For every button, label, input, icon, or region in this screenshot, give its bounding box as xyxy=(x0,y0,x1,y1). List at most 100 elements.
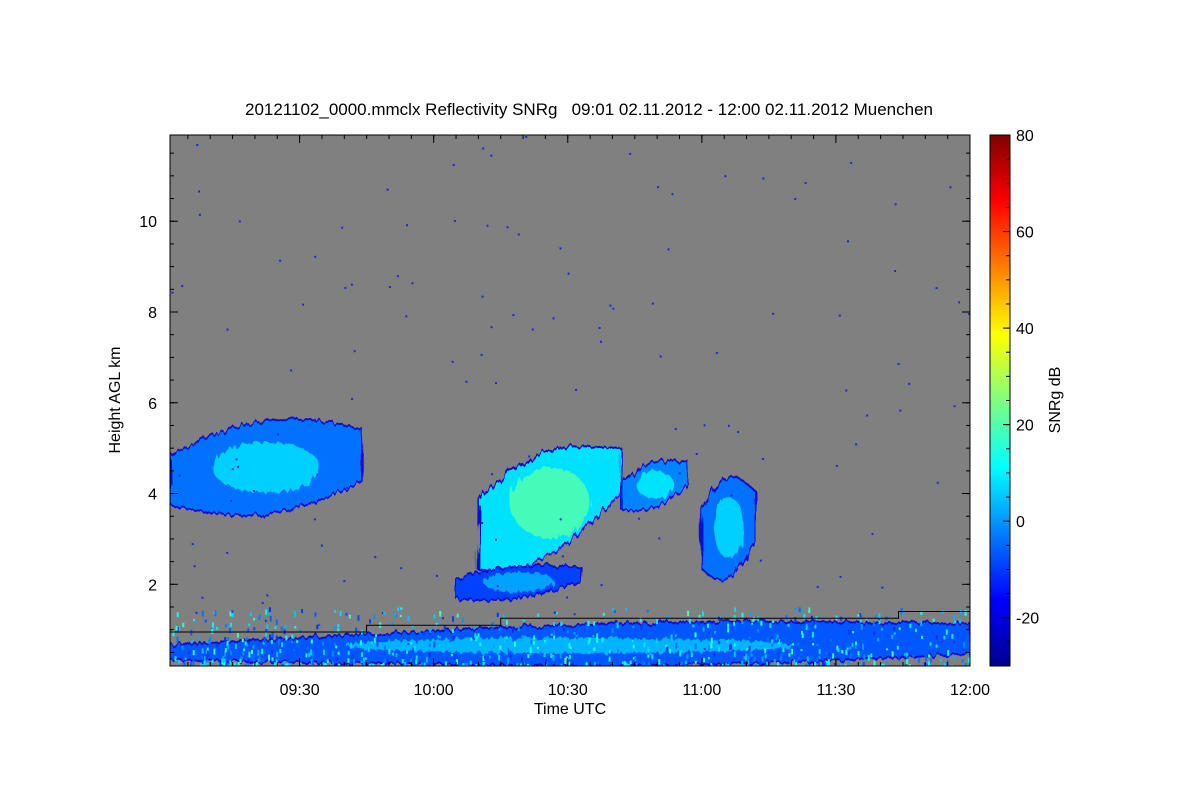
noise-speckle xyxy=(657,186,660,189)
clutter-speckle xyxy=(788,653,791,657)
clutter-speckle xyxy=(482,662,485,666)
noise-speckle xyxy=(968,312,970,315)
colorbar-tick-label: -20 xyxy=(1016,611,1039,628)
noise-speckle xyxy=(552,317,555,320)
clutter-speckle xyxy=(372,663,375,666)
clutter-speckle xyxy=(216,626,219,630)
clutter-speckle xyxy=(632,625,635,628)
clutter-speckle xyxy=(785,614,788,620)
clutter-speckle xyxy=(277,638,280,645)
noise-speckle xyxy=(855,443,858,446)
clutter-speckle xyxy=(373,637,376,643)
noise-speckle xyxy=(344,286,347,289)
clutter-speckle xyxy=(837,648,840,653)
clutter-speckle xyxy=(461,617,464,623)
clutter-speckle xyxy=(322,649,325,656)
clutter-speckle xyxy=(967,666,969,672)
clutter-speckle xyxy=(522,619,525,622)
clutter-speckle xyxy=(694,643,697,650)
noise-speckle xyxy=(651,302,654,305)
clutter-speckle xyxy=(469,660,472,665)
noise-speckle xyxy=(573,613,576,616)
clutter-speckle xyxy=(647,648,650,652)
clutter-speckle xyxy=(268,613,270,616)
noise-speckle xyxy=(237,465,240,468)
clutter-speckle xyxy=(496,612,499,618)
clutter-speckle xyxy=(794,617,797,623)
clutter-speckle xyxy=(248,623,251,626)
clutter-speckle xyxy=(801,663,804,666)
noise-speckle xyxy=(724,175,727,178)
noise-speckle xyxy=(346,486,349,489)
clutter-speckle xyxy=(191,639,194,644)
noise-speckle xyxy=(958,301,961,304)
y-tick-label: 10 xyxy=(139,214,157,231)
clutter-speckle xyxy=(953,640,956,644)
clutter-speckle xyxy=(435,623,438,626)
noise-speckle xyxy=(481,295,484,298)
clutter-speckle xyxy=(941,639,944,644)
clutter-speckle xyxy=(803,613,806,620)
x-tick-label: 10:00 xyxy=(414,682,454,699)
clutter-speckle xyxy=(294,626,297,629)
clutter-speckle xyxy=(623,661,626,666)
clutter-speckle xyxy=(299,629,302,633)
noise-speckle xyxy=(406,224,408,227)
clutter-speckle xyxy=(669,648,672,654)
y-tick-label: 4 xyxy=(148,487,157,504)
clutter-speckle xyxy=(596,637,599,643)
clutter-speckle xyxy=(628,664,631,666)
clutter-speckle xyxy=(559,653,562,659)
clutter-speckle xyxy=(193,619,195,622)
clutter-speckle xyxy=(596,633,599,639)
clutter-speckle xyxy=(859,619,862,623)
clutter-speckle xyxy=(714,631,717,634)
clutter-speckle xyxy=(846,647,849,650)
clutter-speckle xyxy=(904,653,907,656)
clutter-speckle xyxy=(470,637,473,641)
noise-speckle xyxy=(482,147,485,150)
clutter-speckle xyxy=(800,666,802,672)
clutter-speckle xyxy=(513,661,516,666)
clutter-speckle xyxy=(324,662,327,666)
clutter-speckle xyxy=(176,612,179,618)
clutter-speckle xyxy=(380,664,383,666)
clutter-speckle xyxy=(301,609,304,614)
clutter-speckle xyxy=(211,628,214,634)
noise-speckle xyxy=(835,464,838,467)
clutter-speckle xyxy=(337,663,340,666)
clutter-speckle xyxy=(460,666,462,671)
clutter-speckle xyxy=(687,610,690,617)
clutter-speckle xyxy=(839,616,842,622)
clutter-speckle xyxy=(710,637,713,644)
clutter-speckle xyxy=(617,648,620,653)
clutter-speckle xyxy=(964,663,967,666)
clutter-speckle xyxy=(721,664,724,666)
clutter-speckle xyxy=(634,656,637,662)
clutter-speckle xyxy=(778,654,781,657)
noise-speckle xyxy=(290,369,293,372)
clutter-speckle xyxy=(898,627,901,630)
noise-speckle xyxy=(609,304,612,307)
echo-region xyxy=(620,458,690,512)
clutter-speckle xyxy=(703,657,706,663)
noise-speckle xyxy=(316,473,319,476)
clutter-speckle xyxy=(485,651,488,654)
clutter-speckle xyxy=(527,654,530,659)
clutter-speckle xyxy=(812,622,815,627)
clutter-speckle xyxy=(858,664,861,666)
clutter-speckle xyxy=(394,612,396,618)
clutter-speckle xyxy=(803,654,806,660)
clutter-speckle xyxy=(588,650,591,654)
clutter-speckle xyxy=(745,653,748,658)
clutter-speckle xyxy=(272,657,275,663)
clutter-speckle xyxy=(411,625,414,629)
clutter-speckle xyxy=(446,656,449,662)
clutter-speckle xyxy=(493,645,495,648)
noise-speckle xyxy=(612,307,615,310)
clutter-speckle xyxy=(483,666,485,671)
clutter-speckle xyxy=(350,656,353,660)
noise-speckle xyxy=(566,596,569,599)
clutter-speckle xyxy=(824,663,827,666)
clutter-speckle xyxy=(468,647,471,652)
